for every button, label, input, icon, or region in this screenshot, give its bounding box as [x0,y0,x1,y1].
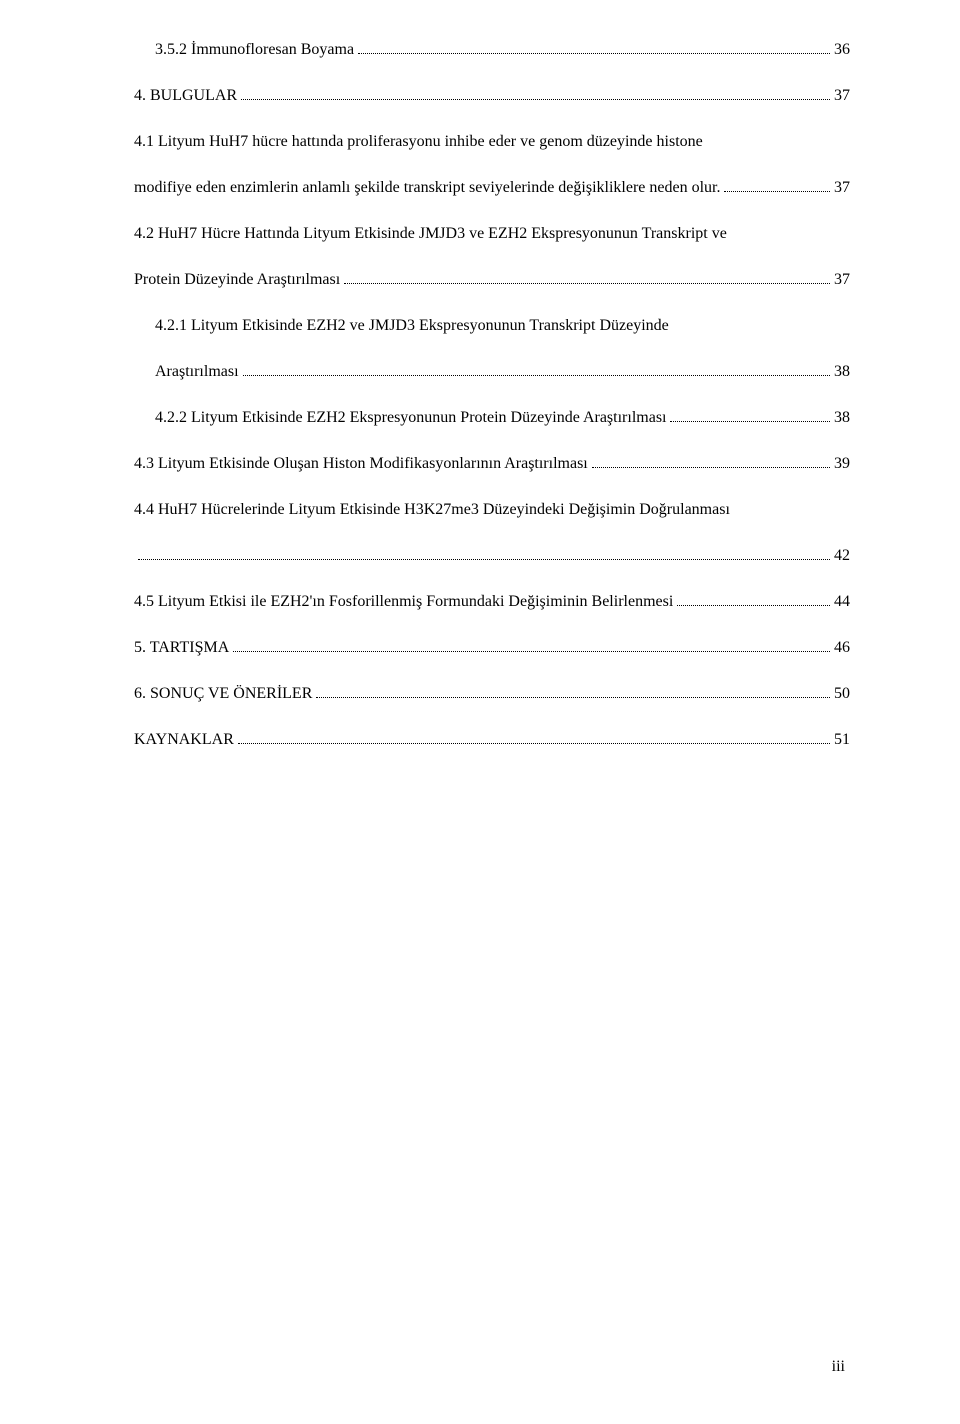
toc-entry-text: 4. BULGULAR [134,84,237,108]
toc-leader-dots [677,595,830,606]
toc-entry-text: 4.2 HuH7 Hücre Hattında Lityum Etkisinde… [134,222,850,246]
toc-entry-page: 38 [834,406,850,430]
toc-entry: 6. SONUÇ VE ÖNERİLER 50 [134,682,850,706]
toc-entry-text: 6. SONUÇ VE ÖNERİLER [134,682,312,706]
toc-entry: 3.5.2 İmmunofloresan Boyama 36 [134,38,850,62]
toc-entry: 4.2.2 Lityum Etkisinde EZH2 Ekspresyonun… [134,406,850,430]
page-number: iii [832,1358,845,1376]
toc-entry-page: 37 [834,84,850,108]
toc-entry-text: 4.3 Lityum Etkisinde Oluşan Histon Modif… [134,452,588,476]
toc-entry-page: 50 [834,682,850,706]
table-of-contents: 3.5.2 İmmunofloresan Boyama 36 4. BULGULAR… [134,38,850,774]
toc-entry-page: 44 [834,590,850,614]
toc-entry-page: 39 [834,452,850,476]
toc-entry: 5. TARTIŞMA 46 [134,636,850,660]
toc-leader-dots [241,89,830,100]
toc-entry-text: Protein Düzeyinde Araştırılması [134,268,340,292]
toc-entry-page: 46 [834,636,850,660]
toc-entry: 4.5 Lityum Etkisi ile EZH2'ın Fosforille… [134,590,850,614]
toc-leader-dots [670,411,830,422]
toc-entry-page: 42 [834,544,850,568]
toc-leader-dots [344,273,830,284]
toc-entry-text: Araştırılması [155,360,239,384]
toc-leader-dots [238,733,830,744]
toc-leader-dots [138,549,830,560]
toc-entry: 4.4 HuH7 Hücrelerinde Lityum Etkisinde H… [134,498,850,568]
toc-entry: 4.2.1 Lityum Etkisinde EZH2 ve JMJD3 Eks… [134,314,850,384]
toc-leader-dots [592,457,830,468]
toc-entry-text: 4.5 Lityum Etkisi ile EZH2'ın Fosforille… [134,590,673,614]
toc-entry-text: 5. TARTIŞMA [134,636,229,660]
toc-entry-text: modifiye eden enzimlerin anlamlı şekilde… [134,176,720,200]
toc-entry-text: 3.5.2 İmmunofloresan Boyama [155,38,354,62]
toc-entry: 4.1 Lityum HuH7 hücre hattında prolifera… [134,130,850,200]
toc-leader-dots [724,181,830,192]
toc-entry-text: 4.4 HuH7 Hücrelerinde Lityum Etkisinde H… [134,498,850,522]
toc-entry: 4. BULGULAR 37 [134,84,850,108]
toc-entry-page: 37 [834,268,850,292]
toc-entry-text: KAYNAKLAR [134,728,234,752]
toc-entry-text: 4.1 Lityum HuH7 hücre hattında prolifera… [134,130,850,154]
toc-entry: 4.2 HuH7 Hücre Hattında Lityum Etkisinde… [134,222,850,292]
toc-entry-page: 37 [834,176,850,200]
toc-leader-dots [243,365,830,376]
toc-entry: 4.3 Lityum Etkisinde Oluşan Histon Modif… [134,452,850,476]
toc-entry-page: 51 [834,728,850,752]
toc-entry-page: 38 [834,360,850,384]
toc-entry-page: 36 [834,38,850,62]
toc-leader-dots [316,687,830,698]
toc-entry-text: 4.2.2 Lityum Etkisinde EZH2 Ekspresyonun… [155,406,666,430]
toc-entry: KAYNAKLAR 51 [134,728,850,752]
toc-leader-dots [233,641,830,652]
toc-leader-dots [358,43,830,54]
toc-entry-text: 4.2.1 Lityum Etkisinde EZH2 ve JMJD3 Eks… [155,314,850,338]
